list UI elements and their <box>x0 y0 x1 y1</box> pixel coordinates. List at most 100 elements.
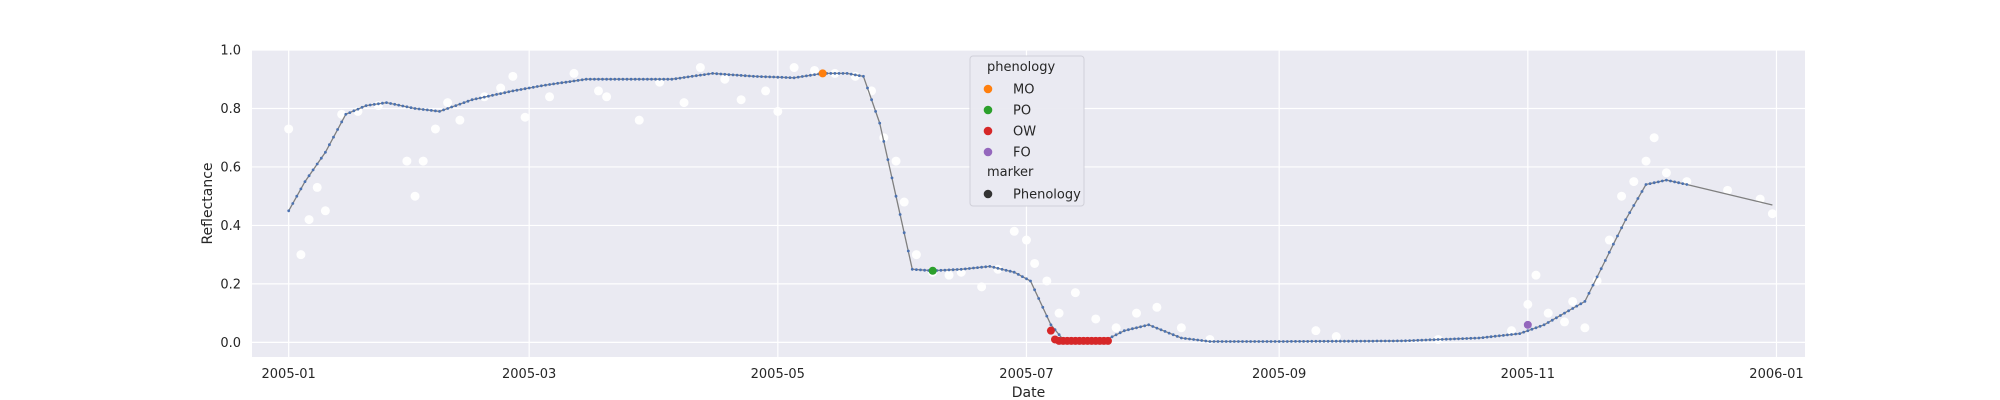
observation-point <box>284 124 294 134</box>
fitted-marker <box>1660 179 1664 183</box>
observation-point <box>736 95 746 105</box>
observation-point <box>508 71 518 81</box>
fitted-marker <box>1510 333 1513 336</box>
legend-marker-po <box>983 105 993 115</box>
fitted-marker <box>487 94 490 98</box>
fitted-marker <box>768 75 772 79</box>
observation-point <box>789 63 799 73</box>
fitted-marker <box>491 93 494 97</box>
fitted-marker <box>1546 321 1550 324</box>
fitted-marker <box>633 77 637 81</box>
fitted-marker <box>947 268 951 272</box>
fitted-marker <box>743 74 747 78</box>
legend-marker-mo <box>983 84 993 94</box>
fitted-marker <box>613 77 617 81</box>
fitted-marker <box>531 85 535 89</box>
fitted-marker <box>438 110 441 113</box>
fitted-marker <box>377 102 380 106</box>
fitted-marker <box>1669 179 1672 183</box>
fitted-marker <box>605 77 608 81</box>
fitted-marker <box>462 101 466 104</box>
fitted-marker <box>401 104 405 108</box>
fitted-marker <box>544 83 547 87</box>
fitted-marker <box>784 76 788 79</box>
fitted-marker <box>568 80 572 83</box>
fitted-marker <box>1273 340 1277 343</box>
fitted-marker <box>894 194 898 198</box>
fitted-marker <box>1514 332 1517 336</box>
fitted-marker <box>682 76 686 79</box>
fitted-marker <box>572 79 576 83</box>
phenology-point-ow <box>1046 326 1055 335</box>
fitted-marker <box>874 110 877 113</box>
x-tick-label: 2005-11 <box>1501 367 1555 382</box>
fitted-marker <box>963 267 967 271</box>
fitted-marker <box>992 265 996 269</box>
observation-point <box>879 133 889 143</box>
fitted-marker <box>519 88 523 91</box>
fitted-marker <box>878 121 882 125</box>
fitted-marker <box>515 88 519 92</box>
fitted-marker <box>405 105 409 109</box>
fitted-marker <box>429 109 433 112</box>
fitted-marker <box>332 135 335 139</box>
observation-point <box>977 282 987 292</box>
observation-point <box>496 83 506 93</box>
observation-point <box>679 98 689 108</box>
legend-hue-title: phenology <box>987 60 1055 75</box>
fitted-marker <box>1587 291 1591 295</box>
fitted-marker <box>385 101 388 104</box>
fitted-curve <box>287 72 1773 343</box>
fitted-marker <box>576 79 580 82</box>
fitted-marker <box>1245 340 1248 343</box>
fitted-marker <box>446 107 450 110</box>
fitted-marker <box>1277 340 1281 343</box>
observation-point <box>520 112 530 122</box>
fitted-marker <box>805 74 808 78</box>
fitted-marker <box>1355 339 1358 343</box>
fitted-marker <box>409 106 413 109</box>
fitted-marker <box>1012 270 1016 274</box>
legend-marker-fo <box>983 147 993 157</box>
fitted-marker <box>792 76 796 80</box>
fitted-marker <box>1330 339 1334 343</box>
fitted-marker <box>1628 211 1632 215</box>
fitted-marker <box>299 187 303 191</box>
fitted-marker <box>1681 182 1685 186</box>
fitted-marker <box>699 73 702 77</box>
legend-marker-phenology <box>983 189 993 199</box>
fitted-marker <box>915 268 918 271</box>
fitted-marker <box>853 73 857 77</box>
fitted-marker <box>1453 337 1456 341</box>
fitted-marker <box>747 74 751 78</box>
legend-entry-po: PO <box>1013 104 1031 119</box>
y-tick-label: 0.4 <box>220 219 241 234</box>
fitted-marker <box>621 77 625 81</box>
fitted-marker <box>1334 339 1338 343</box>
observation-point <box>1568 296 1578 306</box>
fitted-marker <box>1428 338 1432 342</box>
fitted-marker <box>984 265 988 269</box>
observation-point <box>1132 308 1142 318</box>
fitted-marker <box>1367 339 1371 343</box>
x-tick-labels: 2005-01 2005-03 2005-05 2005-07 2005-09 2005-… <box>262 367 1804 382</box>
fitted-marker <box>1575 304 1579 308</box>
fitted-marker <box>1004 268 1008 272</box>
fitted-marker <box>666 77 670 81</box>
fitted-marker <box>1008 269 1012 273</box>
fitted-marker <box>393 102 397 106</box>
fitted-marker <box>1383 339 1387 343</box>
fitted-marker <box>694 74 698 78</box>
fitted-marker <box>1228 340 1232 343</box>
fitted-marker <box>752 74 755 78</box>
observation-point <box>1531 270 1541 280</box>
observation-point <box>593 86 603 96</box>
fitted-marker <box>1489 335 1493 339</box>
fitted-marker <box>1261 340 1265 343</box>
fitted-marker <box>813 73 816 76</box>
fitted-marker <box>719 72 723 76</box>
fitted-marker <box>637 77 641 81</box>
fitted-marker <box>1021 275 1024 278</box>
fitted-marker <box>303 180 307 184</box>
fitted-marker <box>902 231 906 235</box>
